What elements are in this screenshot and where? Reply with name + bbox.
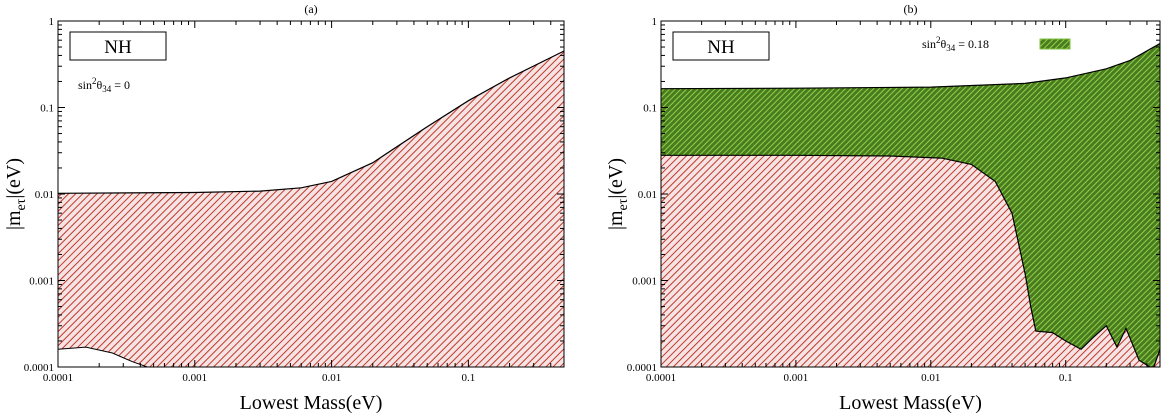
y-axis-label: |meτ|(eV)	[605, 158, 631, 230]
region-boundary-upper-1	[661, 154, 1160, 367]
plot-area	[661, 42, 1160, 367]
allowed-region-0	[58, 51, 564, 367]
y-tick-label: 0.001	[632, 276, 657, 288]
y-tick-label: 0.01	[638, 189, 657, 201]
x-tick-label: 0.1	[1059, 372, 1073, 384]
y-tick-label: 0.0001	[627, 362, 657, 374]
hierarchy-box	[69, 31, 167, 61]
x-tick-label: 0.1	[462, 372, 476, 384]
x-tick-label: 0.001	[784, 372, 809, 384]
x-tick-label: 0.0001	[646, 372, 676, 384]
x-axis-label: Lowest Mass(eV)	[240, 392, 383, 413]
x-tick-label: 0.01	[322, 372, 341, 384]
panel-label: (a)	[304, 2, 317, 16]
hierarchy-label: NH	[104, 37, 132, 58]
region-boundary-upper-0	[58, 50, 564, 194]
y-tick-label: 0.001	[29, 276, 54, 288]
hierarchy-label: NH	[707, 37, 735, 58]
y-tick-label: 0.01	[35, 189, 54, 201]
hierarchy-box	[672, 31, 770, 61]
region-boundary-upper-0	[661, 42, 1160, 90]
allowed-region-1	[661, 155, 1160, 367]
y-tick-label: 0.1	[643, 103, 657, 115]
y-tick-label: 1	[652, 16, 658, 28]
legend-swatch	[1039, 38, 1071, 50]
panel-label: (b)	[904, 2, 918, 16]
region-boundary-lower-0	[58, 346, 564, 367]
x-axis-label: Lowest Mass(eV)	[839, 392, 982, 413]
y-tick-label: 0.1	[40, 103, 54, 115]
x-tick-label: 0.001	[182, 372, 207, 384]
chart-panel-a: 0.0001 0.001 0.01 0.1 0.0001 0.001 0.01 0.1 1 Low…	[3, 2, 565, 413]
y-axis-label: |meτ|(eV)	[3, 158, 29, 230]
chart-panel-b: 0.0001 0.001 0.01 0.1 0.0001 0.001 0.01 0.1 1 Low…	[605, 2, 1161, 413]
y-tick-label: 1	[49, 16, 55, 28]
mixing-angle-annotation: sin2θ34 = 0	[78, 76, 130, 94]
x-tick-label: 0.0001	[43, 372, 73, 384]
x-tick-label: 0.01	[921, 372, 940, 384]
y-tick-label: 0.0001	[24, 362, 54, 374]
plot-area	[58, 50, 564, 367]
mixing-angle-annotation: sin2θ34 = 0.18	[922, 35, 989, 53]
